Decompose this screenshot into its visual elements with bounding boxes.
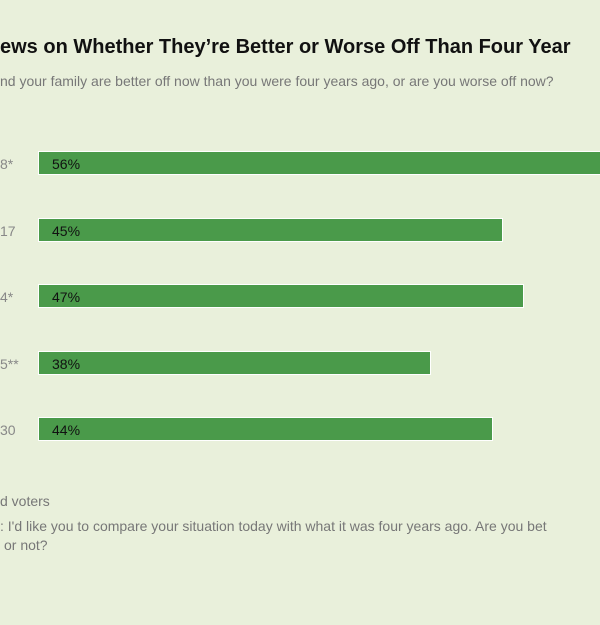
footnote-1: d voters — [0, 493, 50, 509]
category-label: 5** — [0, 356, 19, 372]
bar — [38, 351, 431, 375]
data-label: 47% — [52, 289, 81, 305]
data-label: 44% — [52, 422, 81, 438]
bar — [38, 284, 524, 308]
data-label: 56% — [52, 156, 81, 172]
bar — [38, 218, 503, 242]
category-label: 17 — [0, 223, 16, 239]
data-label: 38% — [52, 356, 81, 372]
bar — [38, 151, 600, 175]
category-label: 30 — [0, 422, 16, 438]
category-label: 4* — [0, 289, 14, 305]
category-label: 8* — [0, 156, 14, 172]
footnote-3: or not? — [4, 537, 48, 553]
bar — [38, 417, 493, 441]
footnote-2: : I'd like you to compare your situation… — [0, 518, 547, 534]
data-label: 45% — [52, 223, 81, 239]
chart-subtitle: nd your family are better off now than y… — [0, 73, 554, 89]
chart-title: ews on Whether They’re Better or Worse O… — [0, 36, 571, 58]
